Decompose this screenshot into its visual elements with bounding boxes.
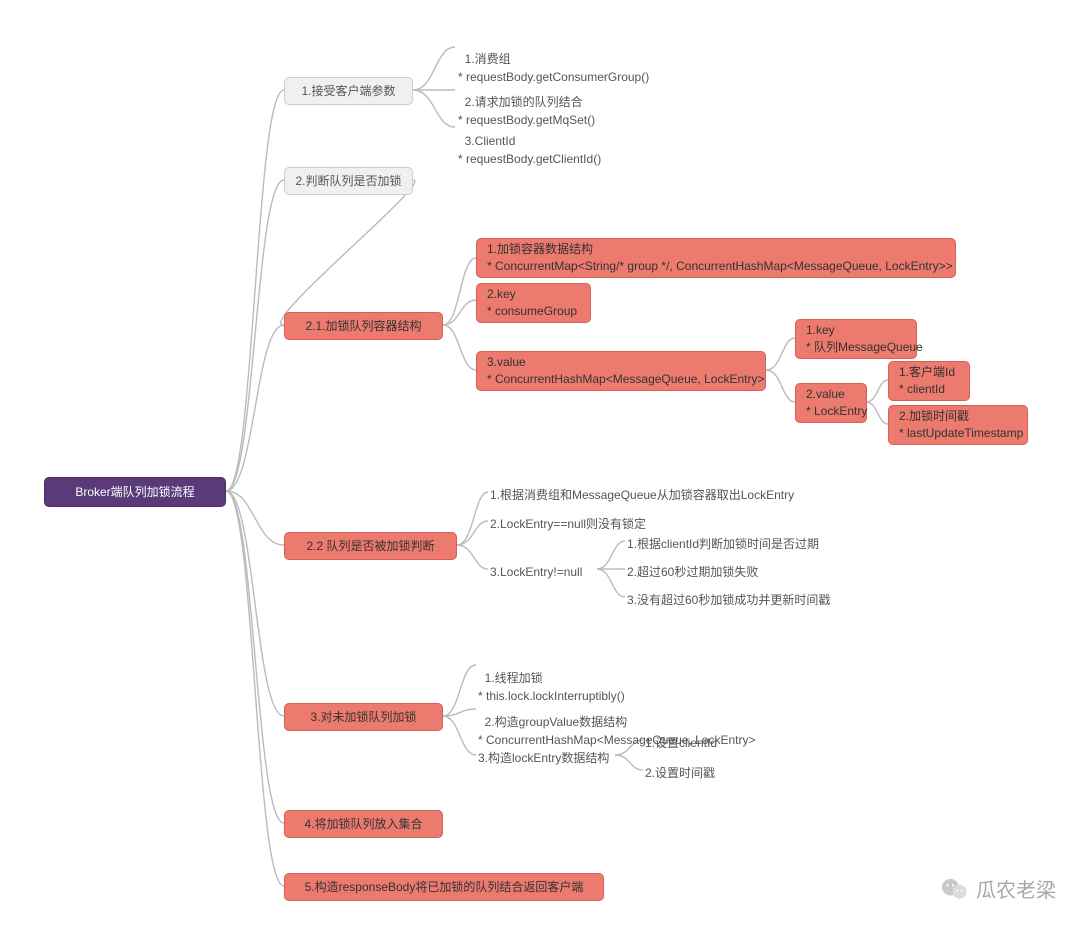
node-5-label: 5.构造responseBody将已加锁的队列结合返回客户端: [305, 879, 584, 896]
root-node: Broker端队列加锁流程: [44, 477, 226, 507]
node-2-2: 2.2 队列是否被加锁判断: [284, 532, 457, 560]
node-2-1: 2.1.加锁队列容器结构: [284, 312, 443, 340]
node-2-1-b: 2.key * consumeGroup: [476, 283, 591, 323]
node-2-1-c2b: 2.加锁时间戳 * lastUpdateTimestamp: [888, 405, 1028, 445]
node-2-2-c1: 1.根据clientId判断加锁时间是否过期: [627, 533, 819, 555]
wechat-icon: [940, 877, 968, 901]
node-2-1-a: 1.加锁容器数据结构 * ConcurrentMap<String/* grou…: [476, 238, 956, 278]
node-5: 5.构造responseBody将已加锁的队列结合返回客户端: [284, 873, 604, 901]
node-2-label: 2.判断队列是否加锁: [295, 173, 401, 190]
node-2-1-c2: 2.value * LockEntry: [795, 383, 867, 423]
watermark-text: 瓜农老梁: [976, 874, 1056, 903]
node-2-2-label: 2.2 队列是否被加锁判断: [306, 538, 434, 555]
node-2-1-c2a: 1.客户端Id * clientId: [888, 361, 970, 401]
node-2-2-a: 1.根据消费组和MessageQueue从加锁容器取出LockEntry: [490, 484, 794, 506]
node-2-2-b: 2.LockEntry==null则没有锁定: [490, 513, 646, 535]
node-2: 2.判断队列是否加锁: [284, 167, 413, 195]
node-1-child-c: 3.ClientId * requestBody.getClientId(): [458, 112, 601, 170]
node-2-2-c2: 2.超过60秒过期加锁失败: [627, 561, 758, 583]
node-3-c: 3.构造lockEntry数据结构: [478, 747, 609, 769]
node-3-c1: 1.设置clientId: [645, 732, 717, 754]
node-1: 1.接受客户端参数: [284, 77, 413, 105]
node-1-label: 1.接受客户端参数: [301, 83, 395, 100]
node-2-1-label: 2.1.加锁队列容器结构: [305, 318, 421, 335]
node-3-c2: 2.设置时间戳: [645, 762, 715, 784]
node-2-2-c3: 3.没有超过60秒加锁成功并更新时间戳: [627, 589, 830, 611]
node-2-1-c: 3.value * ConcurrentHashMap<MessageQueue…: [476, 351, 766, 391]
node-2-1-c1: 1.key * 队列MessageQueue: [795, 319, 917, 359]
node-4: 4.将加锁队列放入集合: [284, 810, 443, 838]
root-label: Broker端队列加锁流程: [75, 484, 194, 501]
node-3-label: 3.对未加锁队列加锁: [310, 709, 416, 726]
node-2-2-c: 3.LockEntry!=null: [490, 561, 582, 583]
watermark: 瓜农老梁: [940, 874, 1056, 903]
node-4-label: 4.将加锁队列放入集合: [304, 816, 422, 833]
node-3: 3.对未加锁队列加锁: [284, 703, 443, 731]
